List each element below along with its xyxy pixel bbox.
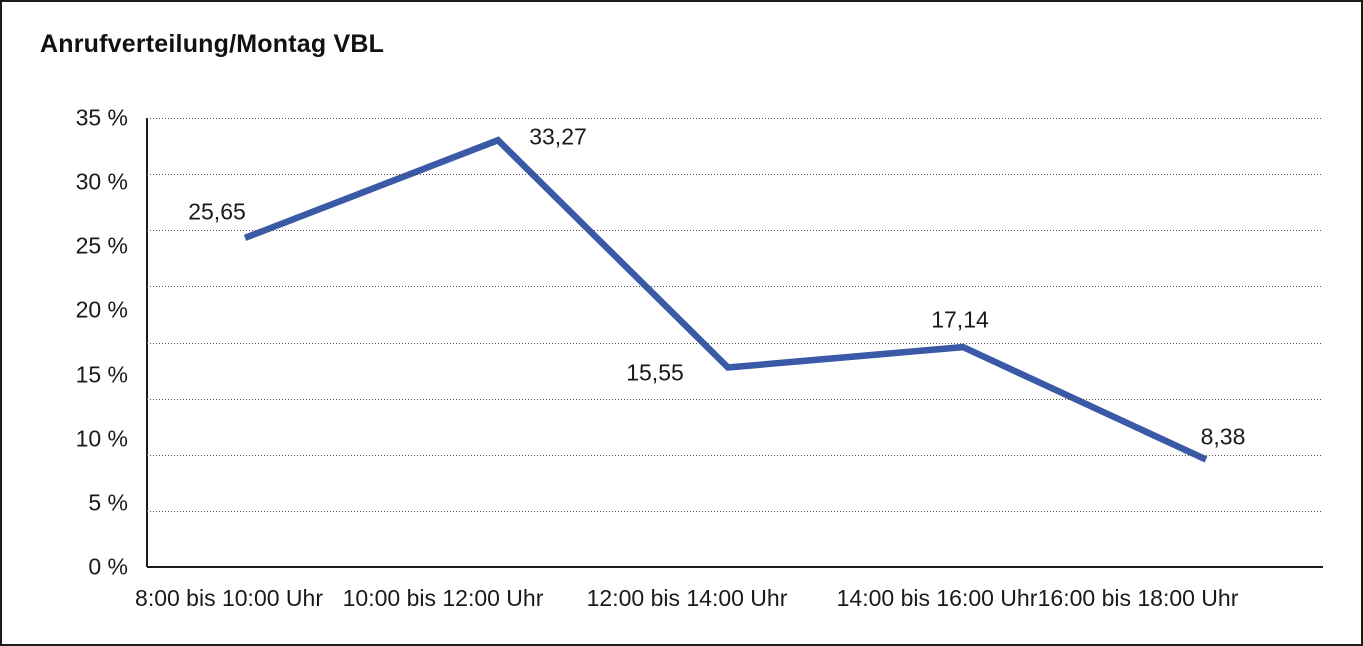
line-series bbox=[243, 136, 1208, 463]
data-label: 25,65 bbox=[188, 198, 246, 225]
gridline bbox=[147, 174, 1323, 176]
y-tick-label: 30 % bbox=[75, 168, 128, 195]
gridline bbox=[147, 342, 1323, 344]
gridline bbox=[147, 118, 1323, 119]
gridline bbox=[147, 230, 1323, 232]
plot-area: 25,65 33,27 15,55 17,14 8,38 bbox=[146, 118, 1323, 568]
gridline bbox=[147, 286, 1323, 288]
y-tick-label: 35 % bbox=[75, 104, 128, 131]
data-label: 33,27 bbox=[529, 123, 587, 150]
x-tick-label: 14:00 bis 16:00 Uhr bbox=[836, 585, 1038, 611]
y-tick-label: 25 % bbox=[75, 232, 128, 259]
x-tick-label: 10:00 bis 12:00 Uhr bbox=[342, 585, 544, 611]
y-tick-label: 0 % bbox=[88, 553, 128, 580]
gridline bbox=[147, 454, 1323, 456]
y-tick-label: 15 % bbox=[75, 361, 128, 388]
data-label: 8,38 bbox=[1200, 423, 1246, 450]
y-tick-label: 20 % bbox=[75, 296, 128, 323]
x-tick-label: 12:00 bis 14:00 Uhr bbox=[586, 585, 788, 611]
y-tick-label: 10 % bbox=[75, 425, 128, 452]
x-axis-line bbox=[147, 566, 1323, 568]
gridline bbox=[147, 510, 1323, 512]
y-tick-label: 5 % bbox=[88, 489, 128, 516]
x-tick-label: 8:00 bis 10:00 Uhr bbox=[135, 585, 323, 611]
data-label: 17,14 bbox=[931, 306, 989, 333]
chart-title: Anrufverteilung/Montag VBL bbox=[40, 30, 385, 58]
gridline bbox=[147, 398, 1323, 400]
series-line bbox=[243, 136, 1208, 463]
x-tick-label: 16:00 bis 18:00 Uhr bbox=[1037, 585, 1239, 611]
data-label: 15,55 bbox=[626, 359, 684, 386]
